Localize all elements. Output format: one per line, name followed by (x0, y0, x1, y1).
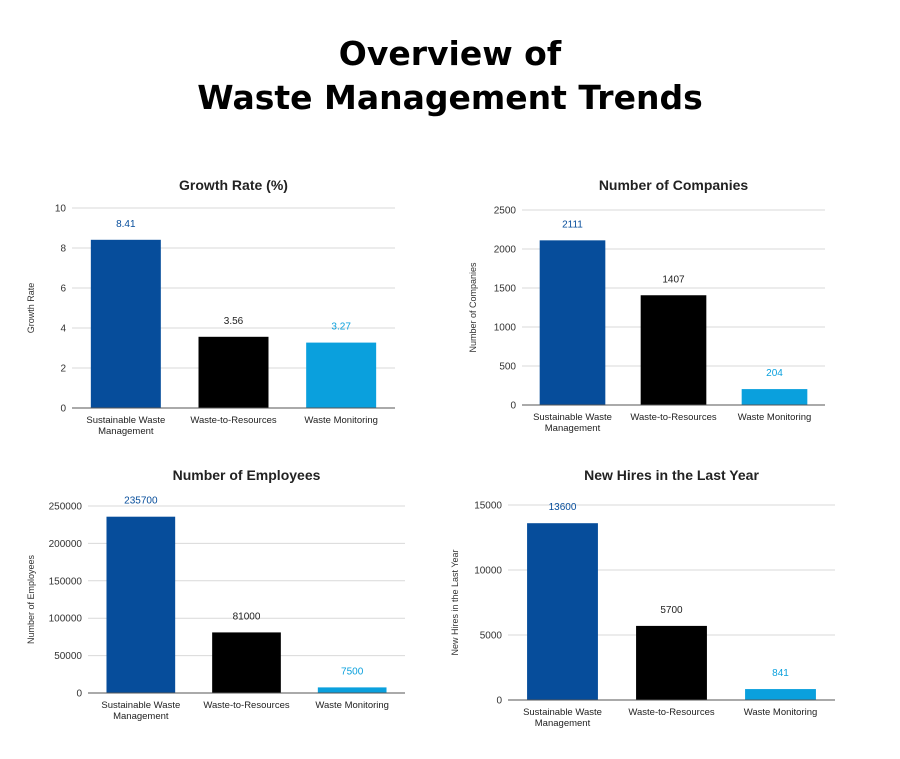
growth-rate-value-label-0: 8.41 (116, 219, 136, 230)
companies-ytick-label: 2000 (494, 245, 517, 256)
employees-value-label-1: 81000 (233, 611, 261, 622)
new-hires-ytick-label: 15000 (474, 501, 502, 512)
companies-value-label-2: 204 (766, 368, 783, 379)
growth-rate-category-label-1: Waste-to-Resources (190, 415, 276, 426)
growth-rate-ytick-label: 6 (60, 284, 66, 295)
new-hires-chart-title: New Hires in the Last Year (584, 467, 759, 483)
employees-y-axis-label: Number of Employees (26, 554, 36, 644)
employees-bar-2 (317, 687, 387, 693)
companies-ytick-label: 500 (499, 362, 516, 373)
new-hires-category-label-1: Waste-to-Resources (628, 707, 714, 718)
new-hires-category-label-0: Sustainable Waste Management (523, 707, 602, 729)
employees-svg: Number of Employees 0 50000 100000 150000 200… (26, 467, 405, 722)
companies-y-axis-label: Number of Companies (468, 262, 478, 353)
companies-bar-0 (539, 240, 606, 405)
growth-rate-ytick-label: 8 (60, 244, 66, 255)
employees-ytick-label: 150000 (49, 576, 83, 587)
main-title: Overview of Waste Management Trends (0, 32, 900, 120)
growth-rate-ytick-label: 2 (60, 364, 66, 375)
main-title-line-1: Overview of (338, 34, 562, 73)
growth-rate-bar-1 (198, 336, 269, 408)
employees-category-label-0: Sustainable Waste Management (101, 700, 180, 722)
growth-rate-y-axis-label: Growth Rate (26, 283, 36, 334)
main-title-line-2: Waste Management Trends (197, 78, 703, 117)
employees-category-label-2: Waste Monitoring (315, 700, 389, 711)
companies-bar-1 (640, 295, 707, 405)
companies-ytick-label: 2500 (494, 206, 517, 217)
new-hires-y-axis-label: New Hires in the Last Year (450, 549, 460, 655)
number-of-employees-chart: Number of Employees 0 50000 100000 150000 200… (10, 450, 450, 740)
employees-ytick-label: 50000 (54, 651, 82, 662)
companies-value-label-0: 2111 (562, 219, 583, 230)
growth-rate-value-label-1: 3.56 (224, 316, 244, 327)
growth-rate-ytick-label: 10 (55, 204, 67, 215)
new-hires-ytick-label: 5000 (480, 631, 503, 642)
employees-ytick-label: 0 (76, 689, 82, 700)
companies-chart-title: Number of Companies (599, 177, 749, 193)
growth-rate-svg: Growth Rate (%) 0 2 4 6 8 10 Growth Rate 8.41 Sus… (26, 177, 395, 437)
growth-rate-ytick-label: 4 (60, 324, 66, 335)
employees-ytick-label: 200000 (49, 539, 83, 550)
new-hires-chart: New Hires in the Last Year 0 5000 10000 1500… (450, 450, 890, 740)
companies-ytick-label: 0 (510, 401, 516, 412)
growth-rate-bar-0 (90, 239, 161, 408)
employees-value-label-0: 235700 (124, 496, 158, 507)
employees-bar-0 (106, 516, 176, 693)
new-hires-value-label-2: 841 (772, 668, 789, 679)
new-hires-category-label-2: Waste Monitoring (744, 707, 818, 718)
employees-chart-title: Number of Employees (173, 467, 321, 483)
growth-rate-value-label-2: 3.27 (331, 322, 351, 333)
new-hires-svg: New Hires in the Last Year 0 5000 10000 1500… (450, 467, 835, 729)
employees-ytick-label: 100000 (49, 614, 83, 625)
growth-rate-chart-title: Growth Rate (%) (179, 177, 288, 193)
companies-bar-2 (741, 389, 808, 405)
employees-ytick-label: 250000 (49, 502, 83, 513)
companies-category-label-1: Waste-to-Resources (630, 412, 716, 423)
new-hires-ytick-label: 0 (496, 696, 502, 707)
companies-value-label-1: 1407 (662, 274, 685, 285)
employees-category-label-1: Waste-to-Resources (203, 700, 289, 711)
new-hires-ytick-label: 10000 (474, 566, 502, 577)
companies-category-label-2: Waste Monitoring (738, 412, 812, 423)
new-hires-value-label-1: 5700 (660, 605, 683, 616)
number-of-companies-chart: Number of Companies 0 500 1000 1500 2000 2500 N… (450, 160, 890, 450)
new-hires-bar-2 (745, 689, 816, 700)
companies-ytick-label: 1500 (494, 284, 517, 295)
companies-svg: Number of Companies 0 500 1000 1500 2000 2500 N… (468, 177, 825, 434)
employees-bar-1 (212, 632, 281, 693)
companies-ytick-label: 1000 (494, 323, 517, 334)
growth-rate-bar-2 (306, 342, 377, 408)
new-hires-value-label-0: 13600 (549, 502, 577, 513)
employees-value-label-2: 7500 (341, 666, 364, 677)
growth-rate-chart: Growth Rate (%) 0 2 4 6 8 10 Growth Rate 8.41 Sus… (10, 160, 450, 450)
growth-rate-category-label-2: Waste Monitoring (304, 415, 378, 426)
companies-category-label-0: Sustainable Waste Management (533, 412, 612, 434)
new-hires-bar-1 (636, 625, 707, 700)
growth-rate-ytick-label: 0 (60, 404, 66, 415)
new-hires-bar-0 (527, 523, 598, 700)
growth-rate-category-label-0: Sustainable Waste Management (86, 415, 165, 437)
